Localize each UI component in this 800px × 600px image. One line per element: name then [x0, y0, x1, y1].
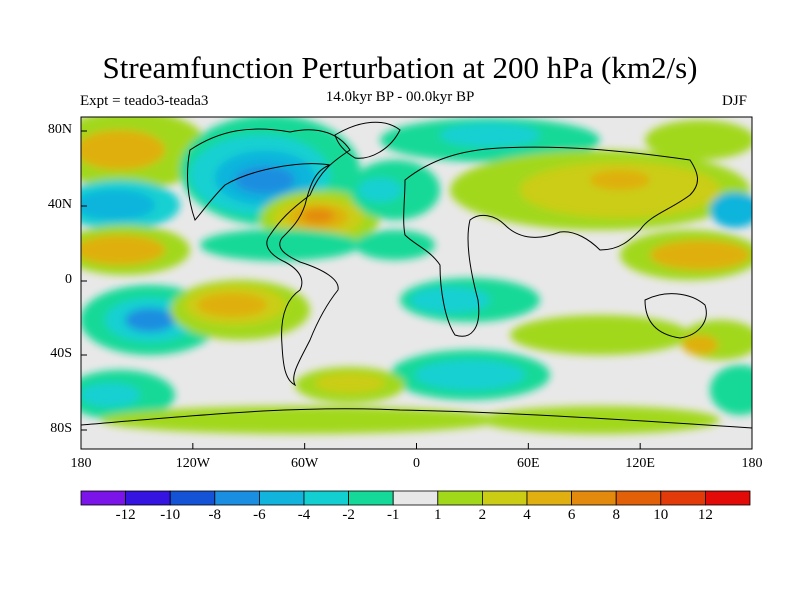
lat-tick-label: 80S: [50, 421, 72, 436]
colorbar-swatch: [481, 490, 528, 506]
colorbar-swatch: [660, 490, 706, 506]
colorbar-label: -1: [386, 507, 400, 523]
lon-tick-label: 60W: [291, 456, 319, 471]
colorbar-label: -12: [115, 507, 136, 523]
colorbar-label: 1: [434, 507, 442, 523]
lat-tick-label: 40S: [50, 346, 72, 361]
plot-title: Streamfunction Perturbation at 200 hPa (…: [102, 50, 698, 85]
colorbar-label: -4: [297, 507, 311, 523]
colorbar-swatch: [571, 490, 617, 506]
colorbar-swatch: [303, 490, 349, 506]
colorbar: [80, 490, 751, 506]
colorbar-swatch: [80, 490, 126, 506]
lon-tick-label: 180: [741, 456, 763, 471]
colorbar-label: -8: [208, 507, 222, 523]
colorbar-label: 8: [612, 507, 620, 523]
tick-marks: [80, 130, 753, 449]
lon-tick-label: 180: [70, 456, 92, 471]
colorbar-label: 6: [567, 507, 576, 523]
lat-tick-label: 0: [65, 272, 72, 287]
colorbar-swatch: [169, 490, 216, 506]
plot-subtitle: 14.0kyr BP - 00.0kyr BP: [325, 89, 475, 105]
colorbar-label: 2: [478, 507, 487, 523]
lon-tick-label: 60E: [517, 456, 540, 471]
colorbar-label: 12: [697, 507, 713, 523]
colorbar-swatch: [615, 490, 662, 506]
contour-fill-layer: [81, 117, 752, 434]
colorbar-swatch: [392, 490, 439, 506]
lon-tick-label: 120W: [175, 456, 210, 471]
colorbar-swatch: [125, 490, 171, 506]
colorbar-label: -10: [160, 507, 181, 523]
lat-tick-label: 40N: [47, 197, 72, 212]
lon-tick-label: 0: [413, 456, 420, 471]
colorbar-swatch: [705, 490, 751, 506]
colorbar-label: 4: [523, 507, 531, 523]
experiment-label: Expt = teado3-teada3: [80, 93, 209, 109]
colorbar-swatch: [526, 490, 572, 506]
coastlines: [81, 121, 752, 429]
lon-tick-label: 120E: [625, 456, 655, 471]
colorbar-label: -6: [253, 507, 266, 523]
colorbar-swatch: [437, 490, 483, 506]
colorbar-label: 10: [653, 507, 669, 523]
colorbar-swatch: [258, 490, 305, 506]
colorbar-swatch: [348, 490, 394, 506]
lat-tick-label: 80N: [47, 122, 72, 137]
colorbar-swatch: [214, 490, 260, 506]
colorbar-label: -2: [342, 507, 355, 523]
season-label: DJF: [722, 93, 748, 109]
